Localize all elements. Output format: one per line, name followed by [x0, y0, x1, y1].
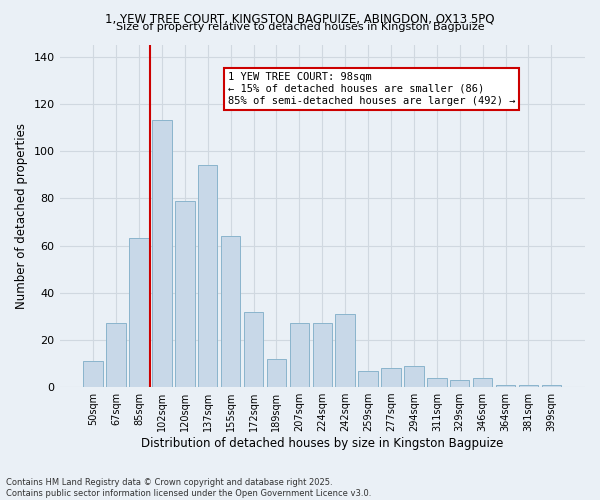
Bar — [381, 368, 401, 387]
X-axis label: Distribution of detached houses by size in Kingston Bagpuize: Distribution of detached houses by size … — [141, 437, 503, 450]
Bar — [267, 359, 286, 387]
Text: 1 YEW TREE COURT: 98sqm
← 15% of detached houses are smaller (86)
85% of semi-de: 1 YEW TREE COURT: 98sqm ← 15% of detache… — [227, 72, 515, 106]
Text: 1, YEW TREE COURT, KINGSTON BAGPUIZE, ABINGDON, OX13 5PQ: 1, YEW TREE COURT, KINGSTON BAGPUIZE, AB… — [105, 12, 495, 26]
Text: Contains HM Land Registry data © Crown copyright and database right 2025.
Contai: Contains HM Land Registry data © Crown c… — [6, 478, 371, 498]
Bar — [496, 384, 515, 387]
Bar — [427, 378, 446, 387]
Bar — [473, 378, 493, 387]
Y-axis label: Number of detached properties: Number of detached properties — [15, 123, 28, 309]
Bar — [358, 370, 378, 387]
Bar — [542, 384, 561, 387]
Bar — [335, 314, 355, 387]
Bar — [404, 366, 424, 387]
Bar — [106, 324, 126, 387]
Bar — [313, 324, 332, 387]
Text: Size of property relative to detached houses in Kingston Bagpuize: Size of property relative to detached ho… — [116, 22, 484, 32]
Bar — [175, 200, 194, 387]
Bar — [519, 384, 538, 387]
Bar — [152, 120, 172, 387]
Bar — [83, 361, 103, 387]
Bar — [244, 312, 263, 387]
Bar — [198, 166, 217, 387]
Bar — [450, 380, 469, 387]
Bar — [129, 238, 149, 387]
Bar — [290, 324, 309, 387]
Bar — [221, 236, 241, 387]
